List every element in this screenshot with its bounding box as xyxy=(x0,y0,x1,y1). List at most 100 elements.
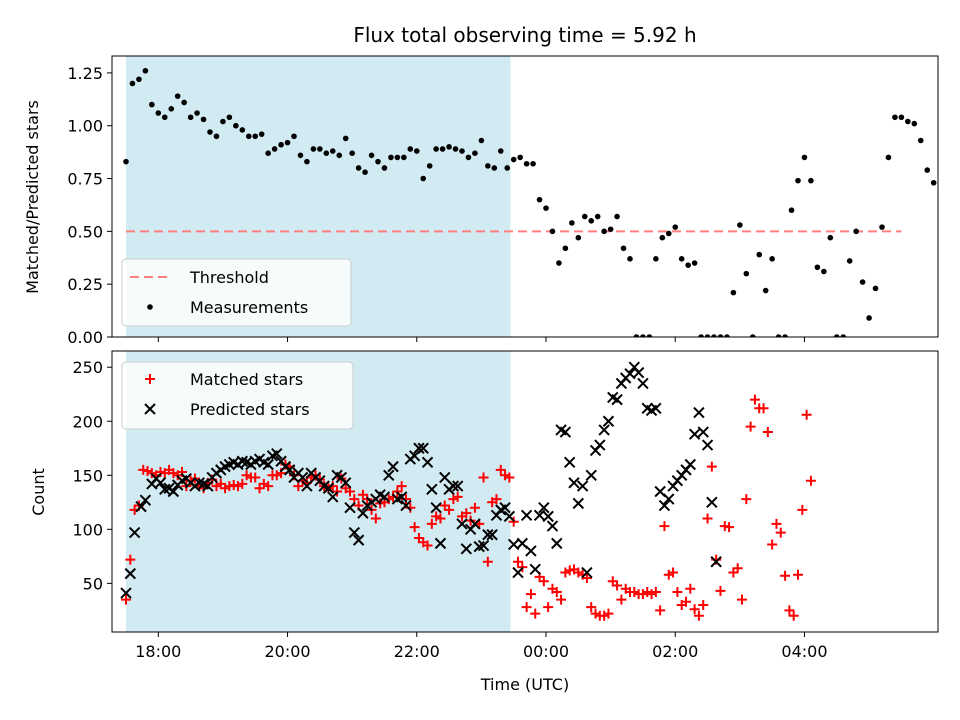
measurement-point xyxy=(795,177,801,184)
measurement-point xyxy=(840,334,847,337)
measurement-point xyxy=(575,234,582,241)
measurement-point xyxy=(581,213,588,220)
top-y-ticks: 0.00 0.25 0.50 0.75 1.00 1.25 xyxy=(67,64,112,347)
measurement-point xyxy=(478,137,485,144)
matched-star-point xyxy=(685,583,696,594)
matched-star-point xyxy=(805,475,816,486)
predicted-star-point xyxy=(520,509,533,521)
measurement-point xyxy=(569,220,575,226)
matched-star-point xyxy=(396,481,407,492)
matched-star-point xyxy=(538,576,549,587)
predicted-star-point xyxy=(710,556,722,568)
matched-star-point xyxy=(491,494,502,505)
predicted-star-point xyxy=(327,491,339,503)
predicted-star-point xyxy=(512,566,524,579)
measurement-point xyxy=(879,224,885,230)
predicted-star-point xyxy=(344,502,356,514)
measurement-point xyxy=(420,175,427,182)
predicted-star-point xyxy=(585,469,597,481)
predicted-star-point xyxy=(658,499,671,512)
measurement-point xyxy=(181,99,187,106)
measurement-point xyxy=(788,207,795,214)
measurement-point xyxy=(588,217,595,224)
predicted-star-point xyxy=(503,510,516,523)
measurement-point xyxy=(329,148,336,154)
top-panel: 0.00 0.25 0.50 0.75 1.00 1.25 Matched/Predict… xyxy=(23,55,939,347)
measurement-point xyxy=(465,154,472,161)
matched-star-point xyxy=(586,602,597,613)
measurement-point xyxy=(245,133,252,140)
predicted-star-point xyxy=(430,502,442,514)
measurement-point xyxy=(769,256,775,262)
predicted-star-point xyxy=(202,480,214,492)
predicted-star-point xyxy=(486,529,498,541)
matched-star-point xyxy=(689,604,700,615)
matched-star-point xyxy=(426,518,437,529)
predicted-star-point xyxy=(460,543,473,555)
measurement-point xyxy=(724,334,730,337)
predicted-star-point xyxy=(135,500,147,513)
measurement-point xyxy=(872,285,879,292)
matched-star-point xyxy=(525,589,536,600)
bottom-y-axis-label: Count xyxy=(29,468,48,516)
measurement-point xyxy=(168,106,175,112)
predicted-star-point xyxy=(499,502,511,514)
predicted-star-point xyxy=(128,526,141,539)
measurement-point xyxy=(394,154,401,161)
predicted-star-point xyxy=(339,477,352,489)
matched-star-point xyxy=(237,478,248,489)
measurement-point xyxy=(653,256,659,262)
measurement-point xyxy=(620,245,627,252)
matched-star-point xyxy=(469,502,480,513)
bottom-x-axis-label: Time (UTC) xyxy=(480,675,569,694)
top-axes-frame xyxy=(111,55,939,338)
matched-star-point xyxy=(771,518,782,529)
measurement-point xyxy=(911,120,918,127)
predicted-star-point xyxy=(551,537,563,550)
measurement-point xyxy=(491,165,498,171)
predicted-star-point xyxy=(357,507,369,519)
measurement-point xyxy=(304,158,310,165)
predicted-star-point xyxy=(546,520,559,532)
top-y-tick-label: 0.75 xyxy=(67,170,103,189)
measurement-point xyxy=(213,133,220,140)
predicted-star-point xyxy=(594,439,606,451)
measurement-point xyxy=(129,80,136,87)
matched-star-point xyxy=(409,522,420,533)
measurement-point xyxy=(349,150,355,156)
predicted-star-point xyxy=(572,497,585,510)
matched-star-point xyxy=(603,608,614,619)
bottom-legend: Matched stars Predicted stars xyxy=(121,361,354,430)
measurement-point xyxy=(827,234,834,241)
bottom-x-tick-label: 18:00 xyxy=(135,642,181,661)
measurement-point xyxy=(426,163,433,169)
measurement-point xyxy=(601,228,607,235)
predicted-star-point xyxy=(602,415,615,427)
measurement-point xyxy=(808,177,814,184)
measurement-point xyxy=(640,334,646,337)
measurement-point xyxy=(543,205,549,211)
measurement-point xyxy=(433,146,439,152)
measurement-point xyxy=(614,213,620,220)
measurement-point xyxy=(362,169,368,176)
bottom-y-ticks: 50 100 150 200 250 xyxy=(72,358,112,593)
measurement-point xyxy=(155,110,162,116)
predicted-star-point xyxy=(576,480,589,492)
matched-star-point xyxy=(715,585,726,596)
predicted-star-point xyxy=(469,518,481,530)
predicted-star-point xyxy=(434,537,447,550)
matched-star-point xyxy=(263,481,274,492)
measurement-point xyxy=(665,230,672,237)
matched-star-point xyxy=(693,610,704,621)
legend-measurements-label: Measurements xyxy=(190,298,308,317)
predicted-star-point xyxy=(439,471,451,484)
matched-star-point xyxy=(650,587,661,598)
predicted-star-point xyxy=(482,529,494,541)
predicted-star-point xyxy=(120,587,132,599)
predicted-star-point xyxy=(684,458,697,471)
measurement-point xyxy=(497,148,504,154)
matched-star-point xyxy=(732,563,743,574)
bottom-y-tick-label: 50 xyxy=(83,574,103,593)
measurement-point xyxy=(924,167,931,173)
